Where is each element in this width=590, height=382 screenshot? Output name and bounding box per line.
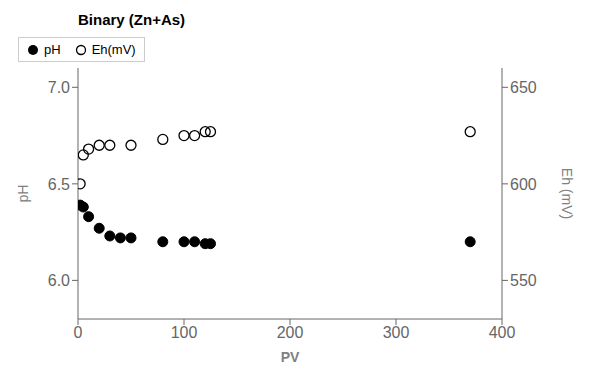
svg-text:650: 650	[510, 79, 537, 96]
html-text:Eh(mV): Eh(mV)	[91, 42, 136, 57]
svg-text:550: 550	[510, 272, 537, 289]
svg-text:400: 400	[489, 324, 516, 341]
svg-text:600: 600	[510, 176, 537, 193]
html-text:Binary (Zn+As): Binary (Zn+As)	[78, 11, 186, 28]
html-text:pH: pH	[44, 42, 61, 57]
svg-text:7.0: 7.0	[48, 79, 70, 96]
svg-text:0: 0	[74, 324, 83, 341]
svg-text:300: 300	[383, 324, 410, 341]
svg-text:6.0: 6.0	[48, 272, 70, 289]
svg-text:Eh (mV): Eh (mV)	[559, 168, 575, 219]
svg-text:pH: pH	[15, 185, 31, 203]
svg-text:PV: PV	[281, 349, 300, 365]
svg-text:100: 100	[171, 324, 198, 341]
svg-text:6.5: 6.5	[48, 176, 70, 193]
svg-text:200: 200	[277, 324, 304, 341]
